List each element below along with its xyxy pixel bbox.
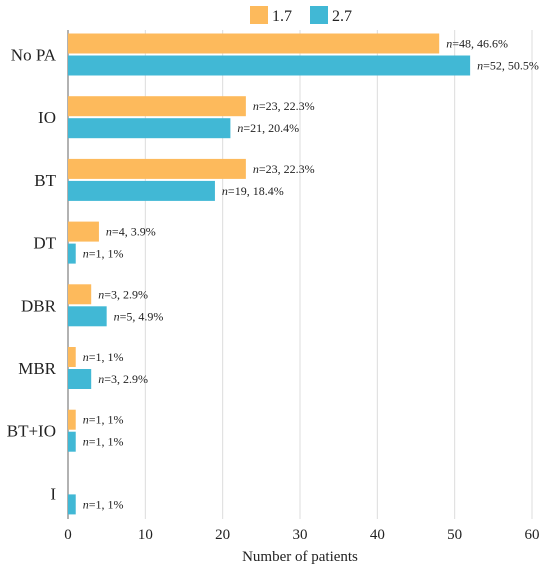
data-label: n=3, 2.9%: [98, 372, 148, 386]
bar-2.7-BT: [68, 180, 215, 201]
data-label: n=3, 2.9%: [98, 287, 148, 301]
x-tick-labels: 0 10 20 30 40 50 60: [64, 527, 539, 543]
bar-2.7-No-PA: [68, 55, 471, 76]
category-label: BT: [34, 171, 56, 190]
x-tick-label-30: 30: [293, 527, 308, 543]
data-label: n=21, 20.4%: [237, 121, 299, 135]
x-tick-label-0: 0: [64, 527, 72, 543]
data-label: n=1, 1%: [83, 435, 124, 449]
category-label: BT+IO: [7, 422, 56, 441]
bar-1.7-BT: [68, 158, 246, 179]
category-label: No PA: [11, 46, 57, 65]
bar-2.7-IO: [68, 118, 231, 139]
bar-1.7-MBR: [68, 347, 76, 367]
x-tick-label-60: 60: [525, 527, 540, 543]
bar-1.7-DT: [68, 221, 99, 242]
x-tick-label-20: 20: [215, 527, 230, 543]
bar-2.7-DBR: [68, 306, 107, 327]
data-label: n=1, 1%: [83, 497, 124, 511]
data-label: n=1, 1%: [83, 247, 124, 261]
data-label: n=1, 1%: [83, 350, 124, 364]
x-tick-label-40: 40: [370, 527, 385, 543]
data-label: n=4, 3.9%: [106, 225, 156, 239]
data-label: n=23, 22.3%: [253, 162, 315, 176]
category-label: IO: [38, 108, 56, 127]
bar-2.7-DT: [68, 243, 76, 264]
legend-swatch-2.7: [310, 6, 328, 24]
data-label: n=19, 18.4%: [222, 184, 284, 198]
category-labels: No PA IO BT DT DBR MBR BT+IO I: [7, 46, 57, 504]
data-label: n=48, 46.6%: [446, 37, 508, 51]
x-axis-title: Number of patients: [242, 549, 358, 565]
category-label: I: [50, 484, 56, 503]
category-label: DT: [33, 234, 56, 253]
x-tick-label-50: 50: [447, 527, 462, 543]
legend-swatch-1.7: [250, 6, 268, 24]
bar-2.7-MBR: [68, 369, 92, 389]
bar-1.7-No-PA: [68, 33, 440, 54]
bar-1.7-DBR: [68, 284, 92, 305]
legend-label: 2.7: [332, 8, 352, 25]
bar-1.7-IO: [68, 96, 246, 117]
data-label: n=1, 1%: [83, 413, 124, 427]
bar-1.7-BT-IO: [68, 409, 76, 430]
x-tick-label-10: 10: [138, 527, 153, 543]
data-labels: n=48, 46.6% n=52, 50.5% n=23, 22.3% n=21, 2…: [83, 37, 539, 512]
bars: [68, 33, 471, 515]
bar-2.7-BT-IO: [68, 431, 76, 452]
data-label: n=52, 50.5%: [477, 59, 539, 73]
data-label: n=5, 4.9%: [114, 309, 164, 323]
category-label: DBR: [21, 296, 57, 315]
data-label: n=23, 22.3%: [253, 99, 315, 113]
legend-label: 1.7: [272, 8, 292, 25]
category-label: MBR: [18, 359, 56, 378]
bar-2.7-I: [68, 494, 76, 515]
legend: 1.7 2.7: [250, 6, 352, 25]
